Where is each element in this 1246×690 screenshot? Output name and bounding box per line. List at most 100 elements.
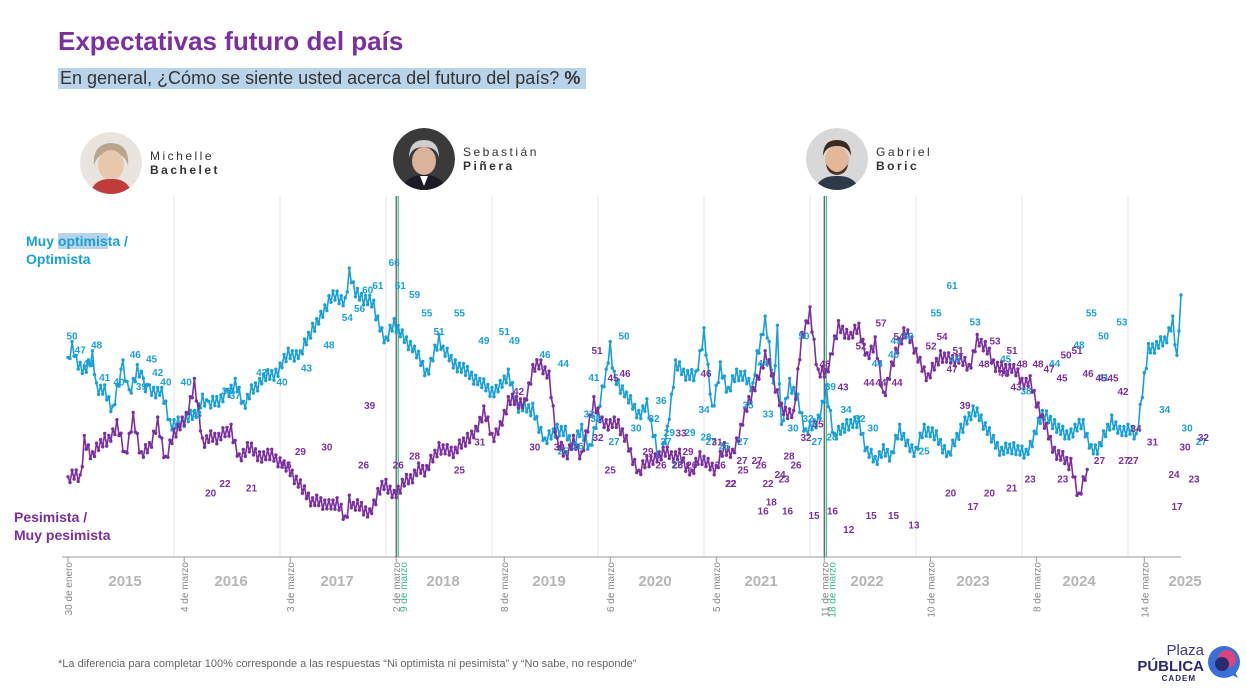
pessimist-point [443, 452, 447, 456]
pessimist-point [292, 481, 296, 486]
optimist-point [863, 449, 867, 453]
optimist-point [908, 449, 912, 454]
optimist-point [437, 332, 441, 337]
pessimist-data-label: 29 [642, 447, 654, 458]
pessimist-point [724, 453, 729, 457]
pessimist-point [673, 450, 678, 454]
optimist-point [549, 437, 553, 441]
optimist-point [616, 378, 621, 382]
pessimist-point [498, 420, 502, 424]
optimist-point [1055, 430, 1059, 434]
optimist-point [785, 395, 790, 400]
pessimist-point [147, 441, 152, 445]
pessimist-point [478, 415, 482, 420]
year-label: 2017 [320, 573, 353, 590]
optimist-point [323, 303, 327, 307]
pessimist-data-label: 43 [837, 383, 849, 394]
pessimist-point [600, 415, 604, 419]
pessimist-point [525, 398, 529, 402]
optimist-point [394, 330, 398, 335]
optimist-point [779, 422, 784, 426]
optimist-point [500, 385, 504, 389]
optimist-point [105, 398, 109, 402]
optimist-point [1030, 444, 1034, 449]
optimist-point [932, 438, 936, 442]
optimist-point [745, 382, 749, 386]
pessimist-point [257, 450, 262, 454]
pessimist-point [951, 353, 955, 358]
optimist-point [414, 356, 419, 360]
pessimist-point [720, 454, 724, 458]
optimist-point [879, 455, 883, 459]
pessimist-point [969, 366, 973, 370]
pessimist-data-label: 20 [984, 488, 996, 499]
optimist-point [380, 326, 384, 330]
pessimist-point [459, 446, 464, 450]
pessimist-point [455, 451, 459, 455]
pessimist-point [363, 505, 368, 509]
pessimist-point [421, 463, 425, 468]
optimist-point [451, 366, 455, 370]
optimist-point [154, 396, 158, 400]
pessimist-point [194, 399, 199, 403]
pessimist-point [995, 360, 1000, 364]
pessimist-point [741, 423, 745, 427]
pessimist-point [847, 336, 851, 341]
pessimist-data-label: 51 [952, 346, 964, 357]
pessimist-point [785, 416, 790, 421]
optimist-point [510, 381, 515, 385]
pessimist-point [388, 484, 392, 488]
pessimist-point [190, 396, 194, 400]
pessimist-point [643, 465, 647, 470]
pessimist-point [1065, 455, 1069, 460]
logo-line3: CADEM [1161, 674, 1196, 683]
optimist-point [861, 431, 865, 436]
pessimist-point [790, 415, 794, 420]
optimist-data-label: 50 [798, 331, 810, 342]
optimist-data-label: 33 [191, 410, 203, 421]
pessimist-point [349, 506, 353, 510]
pessimist-point [712, 473, 716, 477]
pessimist-point [251, 453, 256, 457]
pessimist-label: Pesimista / Muy pesimista [14, 508, 110, 544]
optimist-point [790, 391, 794, 395]
optimist-point [262, 372, 266, 376]
optimist-point [1069, 427, 1073, 431]
pessimist-data-label: 24 [774, 470, 786, 481]
pessimist-point [502, 408, 506, 413]
optimist-point [221, 400, 225, 404]
optimist-point [649, 418, 653, 422]
optimist-data-label: 29 [664, 428, 676, 439]
optimist-point [633, 402, 637, 407]
optimist-point [965, 422, 969, 426]
optimist-point [425, 367, 429, 371]
pessimist-point [1018, 380, 1022, 385]
pessimist-point [264, 457, 268, 462]
pessimist-point [633, 457, 637, 462]
pessimist-point [716, 465, 720, 470]
optimist-point [547, 429, 551, 433]
optimist-point [565, 438, 570, 442]
pessimist-point [400, 477, 404, 482]
x-tick-label-green: 18 de marzo [827, 562, 838, 618]
optimist-point [1138, 402, 1142, 407]
pessimist-point [451, 455, 455, 460]
optimist-data-label: 48 [91, 341, 103, 352]
boric-avatar [806, 128, 868, 190]
optimist-point [202, 404, 207, 408]
optimist-point [594, 426, 598, 430]
pessimist-point [429, 453, 433, 458]
optimist-data-label: 50 [67, 331, 79, 342]
pessimist-point [327, 498, 331, 502]
pessimist-point [779, 401, 784, 405]
pessimist-point [663, 454, 667, 458]
optimist-point [131, 376, 135, 381]
optimist-point [341, 304, 345, 308]
optimist-point [1087, 446, 1092, 450]
optimist-point [851, 425, 855, 430]
pessimist-point [107, 433, 111, 438]
pessimist-point [773, 390, 777, 394]
pessimist-point [843, 336, 847, 340]
optimist-point [82, 364, 87, 369]
optimist-point [773, 364, 777, 368]
